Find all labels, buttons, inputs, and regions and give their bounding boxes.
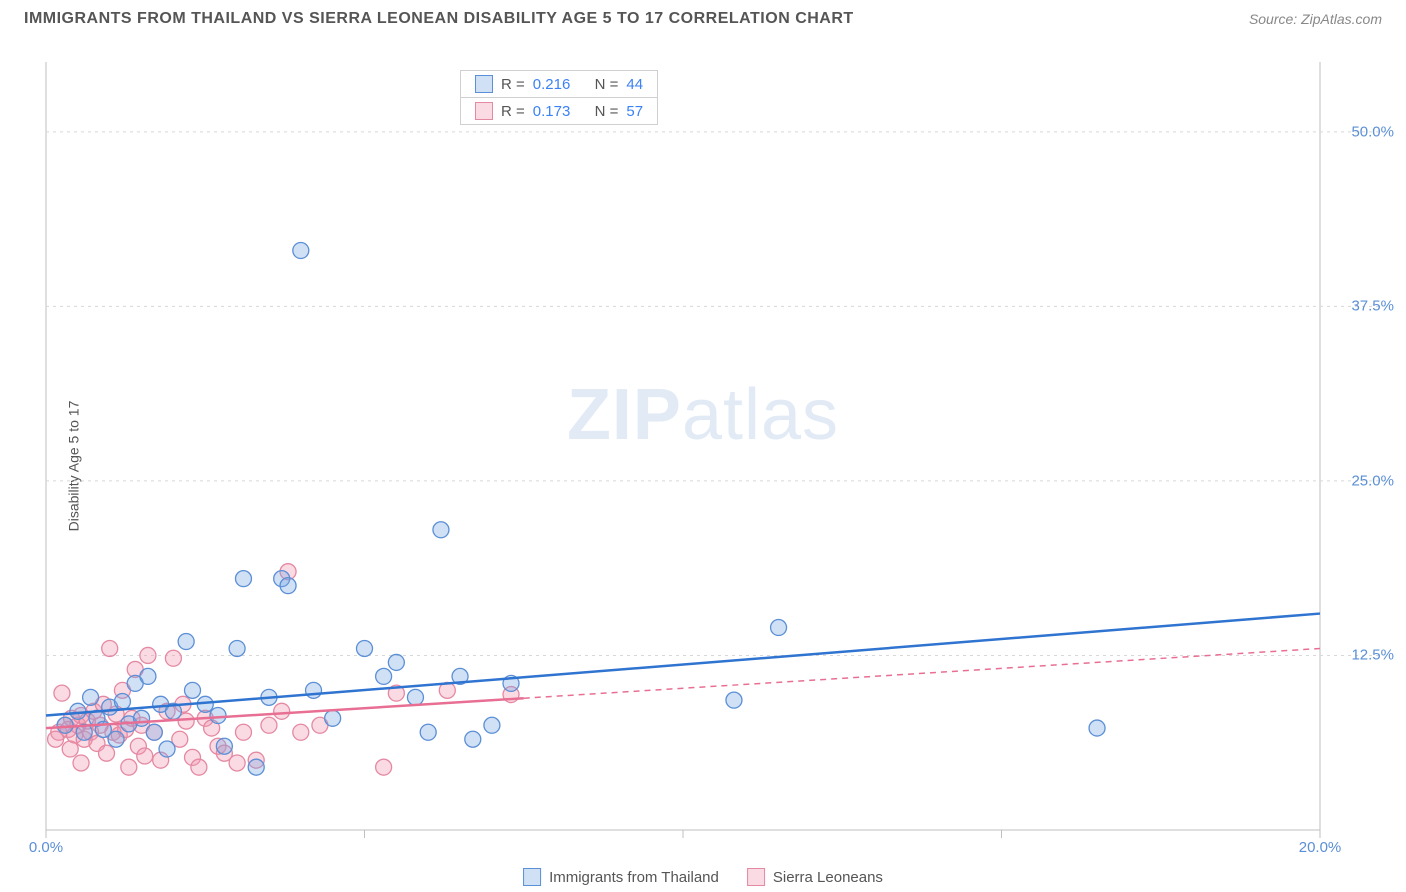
n-label: N = [595,76,619,93]
legend-label: Sierra Leoneans [773,869,883,886]
y-tick-label: 37.5% [1351,298,1394,315]
y-tick-label: 25.0% [1351,472,1394,489]
bottom-legend: Immigrants from Thailand Sierra Leoneans [523,868,883,886]
r-value: 0.173 [533,103,571,120]
stats-legend: R = 0.216 N = 44 R = 0.173 N = 57 [460,70,658,125]
source-label: Source: ZipAtlas.com [1249,11,1382,27]
swatch-icon [523,868,541,886]
swatch-icon [475,75,493,93]
r-value: 0.216 [533,76,571,93]
stats-legend-row: R = 0.173 N = 57 [461,97,657,124]
chart-title: IMMIGRANTS FROM THAILAND VS SIERRA LEONE… [24,10,854,28]
bottom-legend-item: Sierra Leoneans [747,868,883,886]
n-value: 57 [626,103,643,120]
x-tick-label: 20.0% [1299,839,1342,856]
header-row: IMMIGRANTS FROM THAILAND VS SIERRA LEONE… [0,0,1406,28]
bottom-legend-item: Immigrants from Thailand [523,868,719,886]
legend-label: Immigrants from Thailand [549,869,719,886]
swatch-icon [747,868,765,886]
chart-container: Disability Age 5 to 17 ZIPatlas R = 0.21… [0,40,1406,892]
n-label: N = [595,103,619,120]
x-tick-label: 0.0% [29,839,63,856]
stats-legend-row: R = 0.216 N = 44 [461,71,657,97]
r-label: R = [501,76,525,93]
y-tick-label: 50.0% [1351,123,1394,140]
r-label: R = [501,103,525,120]
scatter-chart [0,40,1406,892]
swatch-icon [475,102,493,120]
y-tick-label: 12.5% [1351,647,1394,664]
n-value: 44 [626,76,643,93]
